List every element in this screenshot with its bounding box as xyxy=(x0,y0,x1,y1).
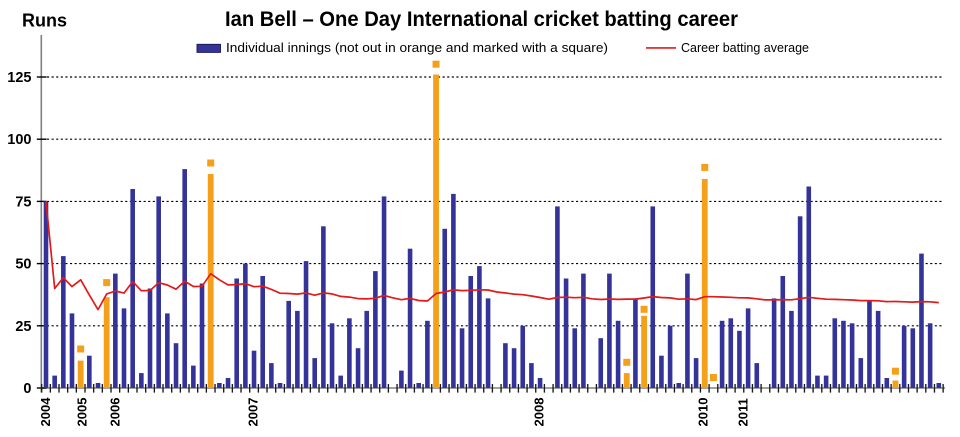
svg-text:Career batting average: Career batting average xyxy=(681,40,809,55)
svg-text:2005: 2005 xyxy=(74,398,89,427)
svg-text:Ian Bell – One Day Internation: Ian Bell – One Day International cricket… xyxy=(225,8,738,31)
svg-text:25: 25 xyxy=(15,319,31,335)
svg-text:Individual innings (not out in: Individual innings (not out in orange an… xyxy=(226,40,608,55)
svg-text:100: 100 xyxy=(7,132,31,148)
svg-text:125: 125 xyxy=(7,70,31,86)
svg-text:2004: 2004 xyxy=(38,397,53,427)
svg-text:50: 50 xyxy=(15,257,31,273)
svg-text:2008: 2008 xyxy=(531,398,546,427)
svg-text:2006: 2006 xyxy=(107,398,122,427)
svg-text:2011: 2011 xyxy=(735,398,750,426)
svg-text:2007: 2007 xyxy=(245,398,260,427)
svg-text:Runs: Runs xyxy=(22,11,67,31)
svg-text:75: 75 xyxy=(15,194,31,210)
svg-text:0: 0 xyxy=(23,381,31,397)
svg-text:2010: 2010 xyxy=(695,398,710,427)
